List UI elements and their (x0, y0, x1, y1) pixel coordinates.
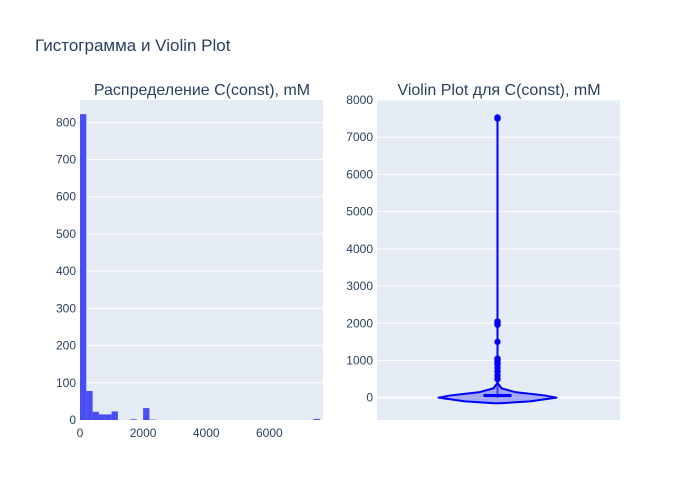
violin-outlier-point (494, 321, 501, 328)
histogram-bar (143, 408, 150, 420)
histogram-x-tick-label: 2000 (130, 426, 157, 440)
histogram-bars (80, 114, 320, 421)
histogram-y-tick-label: 0 (69, 413, 76, 427)
histogram-bar (98, 414, 106, 420)
histogram-x-tick-label: 6000 (256, 426, 283, 440)
histogram-bar (80, 114, 87, 421)
histogram-bar (92, 411, 99, 420)
violin-y-tick-label: 8000 (346, 93, 373, 107)
histogram-y-tick-label: 800 (56, 115, 76, 129)
histogram-bar (111, 411, 118, 420)
histogram-bar (130, 419, 137, 420)
histogram-bar (86, 390, 93, 420)
violin-y-tick-label: 0 (366, 391, 373, 405)
violin-y-tick-label: 5000 (346, 205, 373, 219)
histogram-gridlines (80, 121, 323, 384)
histogram-y-tick-label: 500 (56, 227, 76, 241)
histogram-y-tick-label: 600 (56, 190, 76, 204)
histogram-x-tick-label: 4000 (193, 426, 220, 440)
violin-panel: 0 1000 2000 3000 4000 5000 6000 7000 8000 Violin… (346, 82, 620, 420)
violin-y-ticks: 0 1000 2000 3000 4000 5000 6000 7000 8000 (346, 93, 373, 405)
violin-y-tick-label: 6000 (346, 167, 373, 181)
violin-title: Violin Plot для C(const), mM (397, 82, 600, 99)
violin-outlier-point (494, 338, 501, 346)
histogram-plot-area (80, 100, 323, 420)
violin-y-tick-label: 1000 (346, 353, 373, 367)
histogram-x-ticks: 0 2000 4000 6000 (77, 426, 283, 440)
figure-title: Гистограмма и Violin Plot (35, 36, 231, 55)
histogram-y-tick-label: 200 (56, 339, 76, 353)
violin-y-tick-label: 4000 (346, 242, 373, 256)
histogram-y-tick-label: 300 (56, 301, 76, 315)
histogram-y-tick-label: 400 (56, 264, 76, 278)
histogram-bar (105, 414, 112, 420)
histogram-y-tick-label: 700 (56, 153, 76, 167)
histogram-bar (313, 418, 320, 420)
violin-y-tick-label: 3000 (346, 279, 373, 293)
histogram-y-ticks: 0 100 200 300 400 500 600 700 800 (56, 115, 76, 427)
violin-density-shape (437, 381, 558, 405)
violin-outlier-point (494, 114, 501, 121)
histogram-x-tick-label: 0 (77, 426, 84, 440)
histogram-title: Распределение C(const), mM (94, 82, 310, 99)
histogram-y-tick-label: 100 (56, 376, 76, 390)
violin-y-tick-label: 2000 (346, 316, 373, 330)
violin-body (437, 114, 558, 405)
violin-y-tick-label: 7000 (346, 130, 373, 144)
violin-outlier-point (494, 375, 501, 383)
